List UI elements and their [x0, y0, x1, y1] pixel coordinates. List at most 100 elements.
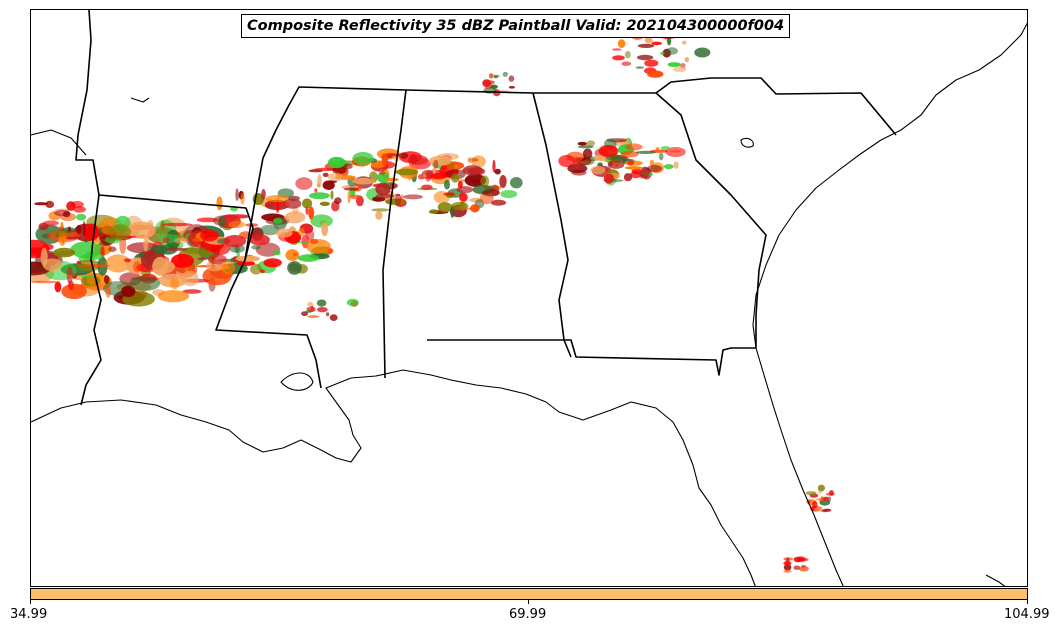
reflectivity-blob [813, 507, 823, 512]
reflectivity-blob [665, 47, 679, 55]
reflectivity-blob [823, 496, 829, 501]
reflectivity-blob [322, 180, 335, 190]
reflectivity-blob [812, 501, 818, 508]
reflectivity-blob [586, 140, 595, 147]
reflectivity-blob [663, 164, 674, 170]
reflectivity-blob [647, 70, 664, 78]
reflectivity-blob [301, 311, 309, 317]
reflectivity-blob [129, 276, 161, 291]
reflectivity-blob [635, 66, 644, 69]
coastline [985, 574, 1006, 586]
reflectivity-blob [667, 36, 672, 46]
reflectivity-blob [443, 192, 455, 196]
reflectivity-blob [451, 173, 460, 183]
reflectivity-blob [655, 147, 660, 150]
reflectivity-blob [793, 565, 801, 570]
reflectivity-blob [308, 206, 315, 220]
reflectivity-blob [658, 152, 664, 161]
reflectivity-blob [105, 285, 111, 298]
reflectivity-blob [236, 260, 255, 266]
reflectivity-blob [651, 41, 663, 46]
state-border [427, 339, 756, 376]
reflectivity-blob [385, 177, 399, 182]
reflectivity-blob [76, 224, 82, 234]
reflectivity-blob [259, 224, 280, 236]
reflectivity-paintball-layer [31, 25, 835, 573]
reflectivity-blob [196, 217, 219, 223]
reflectivity-blob [829, 490, 834, 496]
reflectivity-blob [395, 168, 418, 176]
reflectivity-blob [402, 194, 423, 200]
reflectivity-blob [667, 62, 681, 67]
reflectivity-blob [81, 275, 97, 278]
reflectivity-blob [322, 172, 329, 177]
coastline [31, 129, 87, 156]
reflectivity-blob [250, 263, 263, 275]
reflectivity-blob [489, 73, 494, 79]
reflectivity-blob [644, 37, 653, 44]
reflectivity-blob [235, 188, 239, 202]
reflectivity-blob [174, 237, 189, 244]
reflectivity-blob [79, 264, 110, 268]
reflectivity-blob [200, 229, 219, 242]
reflectivity-blob [617, 39, 626, 48]
reflectivity-blob [577, 145, 594, 149]
reflectivity-blob [347, 191, 351, 204]
reflectivity-blob [251, 245, 261, 250]
coastline [740, 137, 754, 148]
reflectivity-blob [490, 199, 507, 206]
colorbar-tick [1027, 600, 1028, 604]
reflectivity-blob [817, 484, 826, 492]
reflectivity-blob [375, 211, 383, 220]
reflectivity-blob [42, 258, 63, 272]
reflectivity-blob [321, 222, 329, 237]
reflectivity-blob [325, 312, 330, 317]
reflectivity-blob [316, 299, 327, 307]
reflectivity-blob [627, 160, 634, 166]
reflectivity-blob [127, 221, 156, 239]
reflectivity-blob [298, 254, 319, 262]
reflectivity-blob [558, 154, 576, 168]
reflectivity-blob [223, 235, 247, 248]
reflectivity-blob [623, 173, 633, 182]
reflectivity-blob [433, 159, 439, 169]
reflectivity-blob [611, 48, 622, 51]
reflectivity-blob [150, 245, 168, 255]
reflectivity-blob [352, 177, 375, 185]
reflectivity-blob [260, 269, 265, 274]
reflectivity-blob [273, 217, 283, 224]
reflectivity-blob [34, 202, 48, 206]
reflectivity-blob [45, 200, 55, 208]
state-border [244, 77, 897, 261]
reflectivity-blob [76, 260, 82, 264]
reflectivity-blob [76, 213, 87, 221]
reflectivity-blob [285, 249, 300, 261]
reflectivity-blob [629, 171, 642, 179]
reflectivity-blob [249, 234, 270, 246]
reflectivity-blob [827, 496, 831, 503]
reflectivity-blob [450, 201, 469, 211]
colorbar-tick-label-max: 104.99 [1004, 607, 1050, 622]
reflectivity-blob [429, 209, 439, 214]
reflectivity-blob [53, 230, 68, 237]
reflectivity-blob [221, 261, 236, 275]
reflectivity-blob [590, 165, 606, 175]
reflectivity-blob [182, 289, 202, 294]
reflectivity-blob [800, 557, 809, 562]
reflectivity-blob [310, 214, 333, 228]
reflectivity-blob [508, 85, 515, 89]
reflectivity-blob [332, 166, 347, 175]
reflectivity-blob [277, 195, 281, 200]
reflectivity-blob [228, 220, 246, 229]
reflectivity-blob [681, 40, 687, 45]
reflectivity-blob [31, 280, 60, 284]
reflectivity-blob [317, 174, 322, 188]
reflectivity-blob [494, 168, 501, 175]
reflectivity-blob [624, 50, 631, 59]
reflectivity-blob [240, 193, 245, 205]
reflectivity-blob [292, 253, 298, 256]
boundaries-layer [31, 10, 1027, 586]
reflectivity-blob [307, 315, 320, 318]
reflectivity-blob [783, 569, 792, 573]
reflectivity-blob [82, 253, 104, 260]
